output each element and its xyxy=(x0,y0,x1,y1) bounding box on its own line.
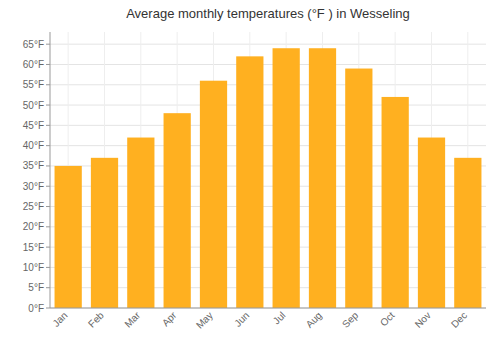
bar xyxy=(454,158,481,308)
bar xyxy=(127,138,154,308)
y-tick xyxy=(46,64,50,65)
x-tick-label: Oct xyxy=(378,309,397,328)
y-tick xyxy=(46,226,50,227)
y-tick xyxy=(46,186,50,187)
grid-line xyxy=(50,308,486,309)
y-tick-label: 60°F xyxy=(23,59,44,70)
y-axis: 0°F 5°F 10°F 15°F 20°F 25°F 30°F 35°F 40°F 45°F 50… xyxy=(23,39,50,314)
bar xyxy=(273,48,300,308)
y-tick-label: 15°F xyxy=(23,242,44,253)
y-tick-label: 50°F xyxy=(23,100,44,111)
bar xyxy=(418,138,445,308)
y-tick xyxy=(46,84,50,85)
y-tick xyxy=(46,247,50,248)
y-tick-label: 30°F xyxy=(23,181,44,192)
bar xyxy=(236,56,263,308)
x-tick-label: Dec xyxy=(449,310,469,330)
x-tick-label: Mar xyxy=(122,309,142,329)
y-tick-label: 10°F xyxy=(23,262,44,273)
bar xyxy=(382,97,409,308)
chart-container: Average monthly temperatures (°F ) in We… xyxy=(0,0,500,350)
bar xyxy=(200,81,227,308)
y-tick-label: 40°F xyxy=(23,140,44,151)
y-tick-label: 65°F xyxy=(23,39,44,50)
y-tick xyxy=(46,105,50,106)
bar xyxy=(55,166,82,308)
x-tick-label: Sep xyxy=(340,309,361,330)
x-tick-label: Apr xyxy=(160,309,179,328)
y-tick-label: 25°F xyxy=(23,201,44,212)
x-tick-label: Aug xyxy=(304,310,324,330)
y-tick xyxy=(46,44,50,45)
y-tick-label: 5°F xyxy=(28,282,44,293)
y-tick xyxy=(46,125,50,126)
y-tick xyxy=(46,267,50,268)
grid xyxy=(50,32,486,308)
bar xyxy=(309,48,336,308)
bar xyxy=(91,158,118,308)
x-tick-label: Jun xyxy=(232,310,251,329)
y-tick-label: 20°F xyxy=(23,221,44,232)
y-tick xyxy=(46,145,50,146)
y-tick xyxy=(46,287,50,288)
y-tick-label: 0°F xyxy=(28,303,44,314)
x-axis-line xyxy=(50,308,486,309)
y-tick-label: 45°F xyxy=(23,120,44,131)
bar xyxy=(164,113,191,308)
x-tick-label: Feb xyxy=(86,309,106,329)
bar xyxy=(345,69,372,308)
x-tick-label: May xyxy=(194,310,215,331)
y-tick xyxy=(46,165,50,166)
title: Average monthly temperatures (°F ) in We… xyxy=(126,6,410,21)
y-tick xyxy=(46,206,50,207)
x-axis: Jan Feb Mar Apr May Jun Jul Aug Sep Oct Nov Dec xyxy=(50,309,469,331)
y-tick-label: 35°F xyxy=(23,160,44,171)
chart: Average monthly temperatures (°F ) in We… xyxy=(0,0,500,350)
x-tick-label: Nov xyxy=(413,310,433,330)
y-axis-line xyxy=(50,32,51,308)
grid-line xyxy=(50,125,486,126)
y-tick xyxy=(46,308,50,309)
bars xyxy=(55,48,482,308)
x-tick-label: Jul xyxy=(271,310,288,327)
grid-line xyxy=(50,64,486,65)
grid-line xyxy=(50,105,486,106)
x-tick-label: Jan xyxy=(50,310,69,329)
grid-line xyxy=(50,44,486,45)
grid-line xyxy=(50,84,486,85)
y-tick-label: 55°F xyxy=(23,79,44,90)
